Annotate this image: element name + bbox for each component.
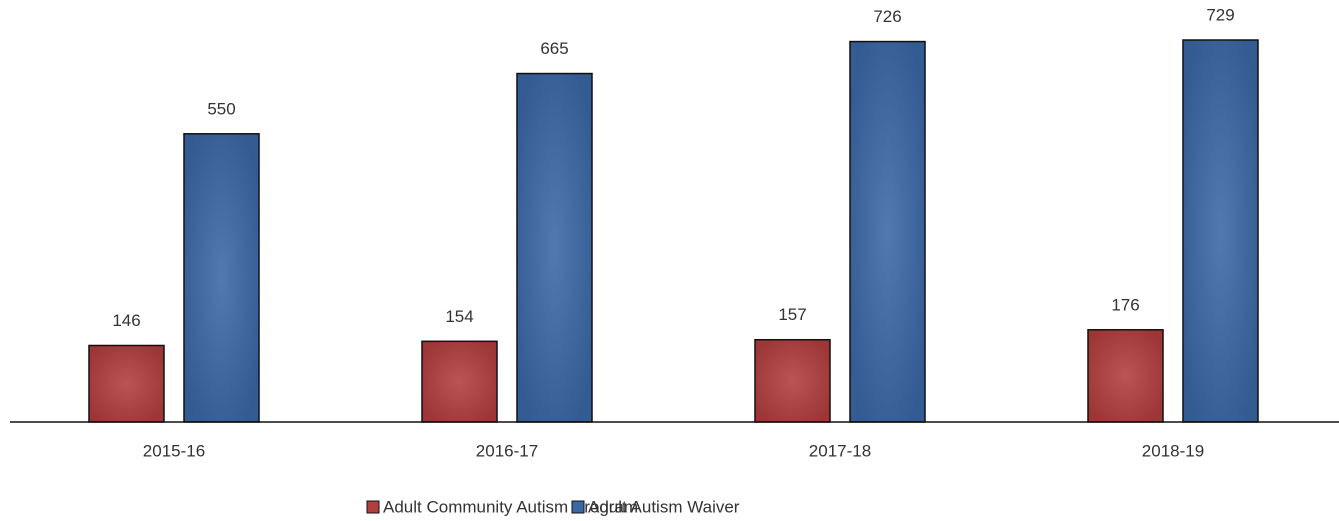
data-label: 146 <box>112 311 140 330</box>
bar <box>88 344 165 423</box>
legend-swatch <box>366 500 380 514</box>
bar <box>516 72 593 423</box>
x-tick-label: 2017-18 <box>809 441 871 460</box>
data-label: 726 <box>873 7 901 26</box>
data-label: 729 <box>1206 5 1234 24</box>
data-label: 157 <box>778 305 806 324</box>
x-tick-label: 2016-17 <box>476 441 538 460</box>
x-tick-label: 2015-16 <box>143 441 205 460</box>
bar <box>1087 329 1164 423</box>
bar <box>183 133 260 423</box>
bar <box>1182 39 1259 423</box>
data-label: 665 <box>540 39 568 58</box>
data-label: 550 <box>207 99 235 118</box>
bar <box>754 338 831 423</box>
x-tick-label: 2018-19 <box>1142 441 1204 460</box>
legend-swatch <box>571 500 585 514</box>
legend-label: Adult Autism Waiver <box>588 497 740 516</box>
bar <box>421 340 498 423</box>
bar <box>849 40 926 423</box>
data-label: 176 <box>1111 295 1139 314</box>
data-label: 154 <box>445 307 473 326</box>
